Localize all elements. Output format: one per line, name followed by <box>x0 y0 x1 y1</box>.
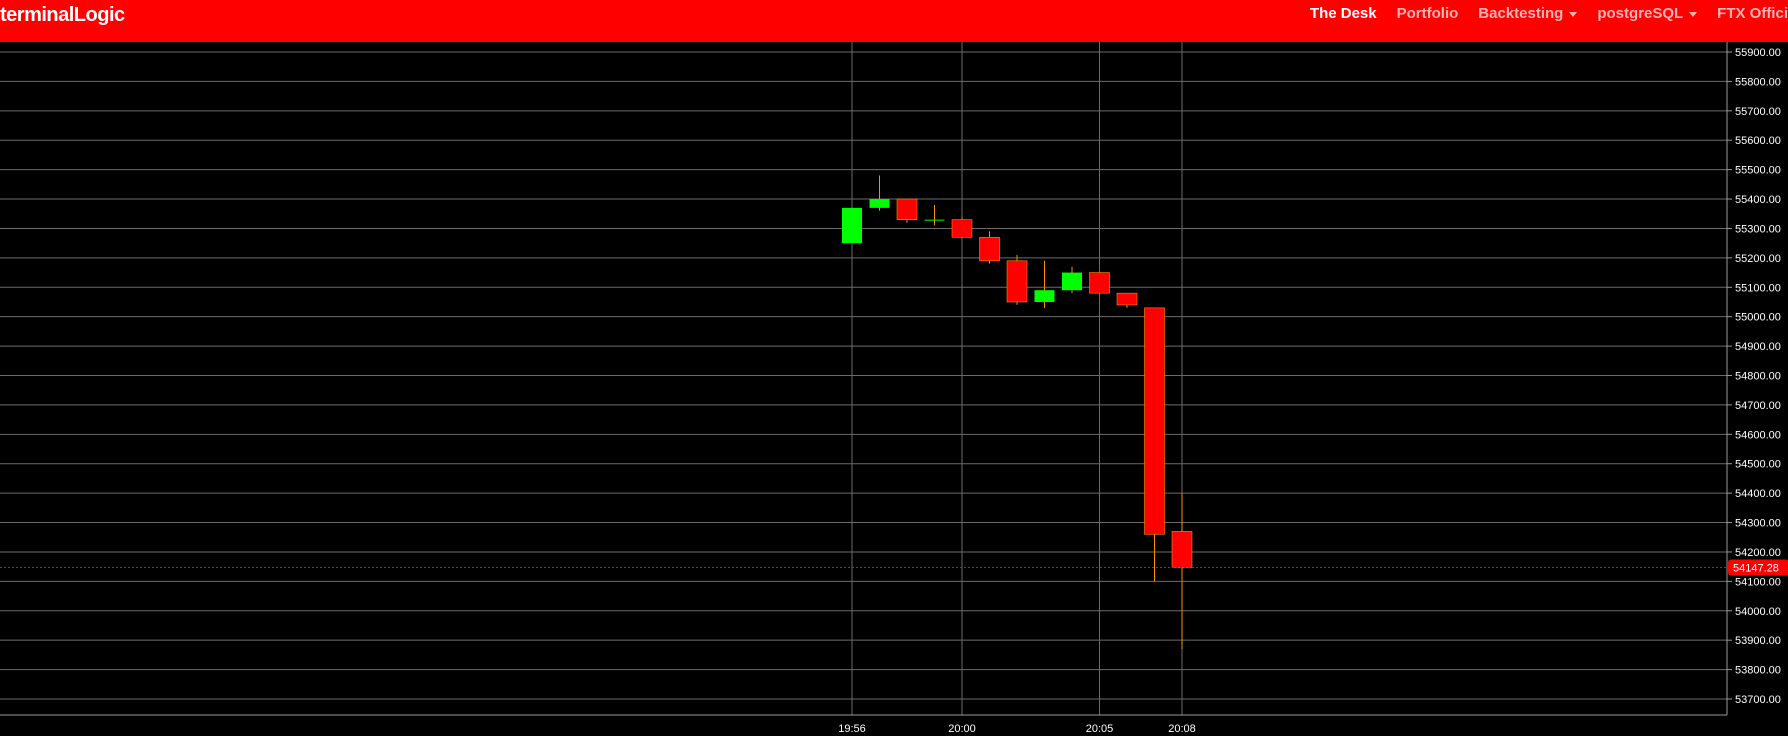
nav-item-ftx-official[interactable]: FTX Offici <box>1717 5 1788 25</box>
y-tick-label: 54000.00 <box>1735 606 1781 618</box>
brand-logo[interactable]: terminalLogic <box>0 4 125 26</box>
y-tick-label: 55200.00 <box>1735 253 1781 265</box>
candle-body <box>1062 272 1082 291</box>
nav-item-label: The Desk <box>1309 5 1377 22</box>
last-price-label: 54147.28 <box>1733 562 1779 574</box>
y-tick-label: 55700.00 <box>1735 106 1781 118</box>
y-tick-label: 55000.00 <box>1735 312 1781 324</box>
candle-body <box>1089 272 1110 294</box>
x-tick-label: 20:05 <box>1086 723 1114 735</box>
x-tick-label: 20:08 <box>1168 723 1196 735</box>
nav-item-label: Backtesting <box>1478 5 1564 22</box>
chevron-down-icon <box>1569 11 1578 17</box>
y-tick-label: 53700.00 <box>1735 694 1781 706</box>
y-tick-label: 55400.00 <box>1735 194 1781 206</box>
candle-body <box>1171 531 1193 568</box>
candlestick-chart[interactable]: 55900.00 55800.00 55700.00 55600.00 55500.00… <box>0 42 1788 736</box>
y-tick-label: 54900.00 <box>1735 341 1781 353</box>
nav-item-postgresql[interactable]: postgreSQL <box>1597 5 1698 25</box>
x-tick-label: 19:56 <box>838 723 866 735</box>
y-tick-label: 55300.00 <box>1735 223 1781 235</box>
candle-body <box>896 198 918 220</box>
y-tick-label: 55800.00 <box>1735 76 1781 88</box>
candle-body <box>951 219 973 238</box>
candle-body <box>979 236 1000 262</box>
candle-body <box>1006 260 1028 303</box>
candle-body <box>1034 290 1055 302</box>
y-tick-label: 54800.00 <box>1735 371 1781 383</box>
navbar: terminalLogic The Desk Portfolio Backtes… <box>0 0 1788 42</box>
y-tick-label: 54500.00 <box>1735 459 1781 471</box>
candle-body <box>1144 307 1165 535</box>
y-tick-label: 54300.00 <box>1735 518 1781 530</box>
y-tick-label: 54600.00 <box>1735 429 1781 441</box>
nav-item-backtesting[interactable]: Backtesting <box>1478 5 1578 25</box>
candle-body <box>924 219 945 221</box>
candle-body <box>869 199 890 208</box>
y-tick-label: 54100.00 <box>1735 576 1781 588</box>
y-tick-label: 54400.00 <box>1735 488 1781 500</box>
y-tick-label: 53900.00 <box>1735 635 1781 647</box>
y-tick-label: 53800.00 <box>1735 665 1781 677</box>
nav-menu: The Desk Portfolio Backtesting postgreSQ… <box>1290 5 1788 25</box>
chevron-down-icon <box>1689 11 1698 17</box>
y-tick-label: 55100.00 <box>1735 282 1781 294</box>
y-tick-label: 54200.00 <box>1735 547 1781 559</box>
nav-item-label: postgreSQL <box>1597 5 1684 22</box>
nav-item-label: FTX Offici <box>1717 5 1788 22</box>
y-tick-label: 55500.00 <box>1735 165 1781 177</box>
x-tick-label: 20:00 <box>948 723 976 735</box>
nav-item-portfolio[interactable]: Portfolio <box>1397 5 1459 25</box>
nav-item-the-desk[interactable]: The Desk <box>1310 5 1377 25</box>
y-tick-label: 54700.00 <box>1735 400 1781 412</box>
candle-body <box>842 207 862 244</box>
nav-item-label: Portfolio <box>1396 5 1459 22</box>
y-tick-label: 55600.00 <box>1735 135 1781 147</box>
candle-body <box>1116 292 1138 306</box>
last-price-badge <box>1728 559 1788 576</box>
y-tick-label: 55900.00 <box>1735 47 1781 59</box>
